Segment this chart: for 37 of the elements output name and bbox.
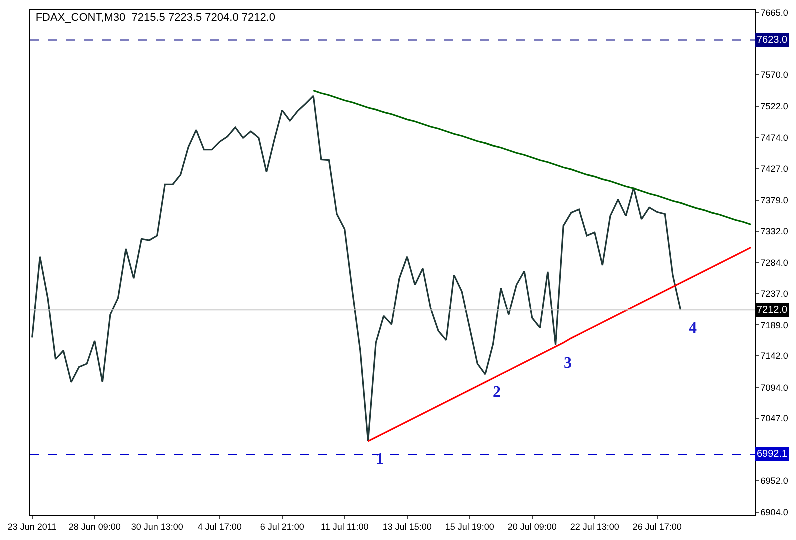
y-tick-label: 7522.0 [760,102,788,112]
y-tick-label: 7427.0 [760,164,788,174]
x-tick-label: 4 Jul 17:00 [198,522,242,532]
x-tick-label: 22 Jul 13:00 [570,522,620,532]
x-tick-label: 30 Jun 13:00 [131,522,184,532]
y-tick-label: 7047.0 [760,414,788,424]
y-tick-label: 7665.0 [760,8,788,18]
y-tick-label: 7189.0 [760,320,788,330]
x-tick-label: 13 Jul 15:00 [382,522,432,532]
x-tick-label: 28 Jun 09:00 [68,522,121,532]
x-tick-label: 11 Jul 11:00 [320,522,369,532]
x-tick-label: 6 Jul 21:00 [260,522,304,532]
y-tick-label: 6952.0 [760,476,788,486]
y-tick-label: 7142.0 [760,351,788,362]
annotation: 3 [564,355,572,372]
annotation: 1 [376,451,384,468]
x-tick-label: 23 Jun 2011 [8,522,57,532]
y-tick-label: 7332.0 [760,226,788,236]
ref-line-label: 7212.0 [757,305,788,316]
y-tick-label: 7474.0 [760,133,788,144]
y-tick-label: 7379.0 [760,196,788,206]
ref-line-label: 6992.1 [757,449,788,460]
x-tick-label: 20 Jul 09:00 [508,522,557,532]
line-series [312,90,752,226]
chart-title: FDAX_CONT,M30 7215.5 7223.5 7204.0 7212.0 [36,12,276,24]
line-series [367,246,752,442]
annotation: 2 [493,384,501,401]
y-tick-label: 7284.0 [760,258,788,268]
y-tick-label: 6904.0 [760,508,788,518]
y-tick-label: 7570.0 [760,70,788,80]
x-tick-label: 26 Jul 17:00 [632,522,682,532]
y-tick-label: 7094.0 [760,382,788,393]
annotation: 4 [689,320,697,337]
x-tick-label: 15 Jul 19:00 [445,522,494,532]
y-tick-label: 7237.0 [760,288,788,299]
line-series [32,95,682,442]
ref-line-label: 7623.0 [757,35,788,46]
